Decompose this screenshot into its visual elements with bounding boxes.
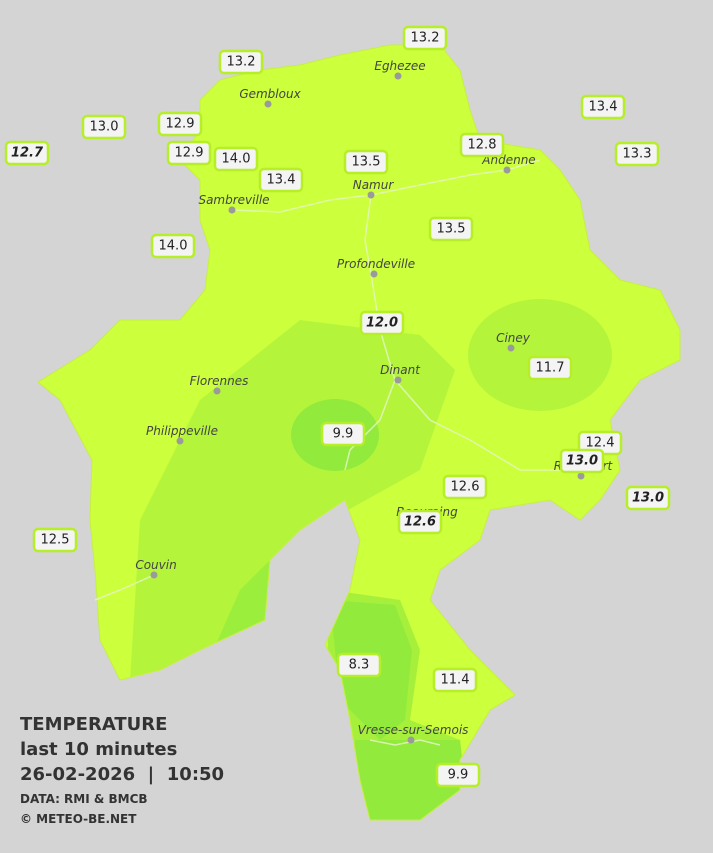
legend: TEMPERATURE last 10 minutes 26-02-2026 |… xyxy=(20,714,224,826)
station-value: 9.9 xyxy=(448,768,469,783)
station-box xyxy=(614,141,660,167)
station-box xyxy=(428,216,474,242)
legend-copyright: © METEO-BE.NET xyxy=(20,812,137,826)
station-value: 12.9 xyxy=(175,146,204,161)
station-box xyxy=(559,448,605,474)
city-dot xyxy=(407,736,415,744)
station-value: 13.5 xyxy=(352,155,381,170)
station-box xyxy=(442,474,488,500)
station-value: 12.6 xyxy=(451,480,480,495)
city-dot xyxy=(213,387,221,395)
city-dot xyxy=(264,100,272,108)
station-value: 11.7 xyxy=(536,361,565,376)
station-value: 12.9 xyxy=(166,117,195,132)
city-dot xyxy=(394,376,402,384)
station-value: 13.0 xyxy=(632,491,664,506)
station-box xyxy=(625,485,671,511)
station-value: 14.0 xyxy=(159,239,188,254)
station-box xyxy=(343,149,389,175)
station-value: 13.2 xyxy=(227,55,256,70)
city-dot xyxy=(503,166,511,174)
station-value: 13.4 xyxy=(267,173,296,188)
city-dot xyxy=(577,472,585,480)
station-value: 13.0 xyxy=(566,454,598,469)
legend-period: last 10 minutes xyxy=(20,739,177,760)
station-value: 13.4 xyxy=(589,100,618,115)
city-label: Profondeville xyxy=(337,257,415,271)
city-label: Florennes xyxy=(190,374,249,388)
station-box xyxy=(32,527,78,553)
station-value: 12.8 xyxy=(468,138,497,153)
legend-source: DATA: RMI & BMCB xyxy=(20,792,148,806)
city-dot xyxy=(150,571,158,579)
city-label: Ciney xyxy=(496,331,531,345)
station-value: 9.9 xyxy=(333,427,354,442)
station-box xyxy=(258,167,304,193)
station-box xyxy=(166,140,212,166)
station-box xyxy=(432,667,478,693)
station-box xyxy=(336,652,382,678)
city-dot xyxy=(367,191,375,199)
city-label: Gembloux xyxy=(239,87,301,101)
station-box xyxy=(4,140,50,166)
station-value: 13.2 xyxy=(411,31,440,46)
legend-datetime: 26-02-2026 | 10:50 xyxy=(20,764,224,785)
station-value: 12.7 xyxy=(11,146,44,161)
city-dot xyxy=(507,344,515,352)
station-box xyxy=(150,233,196,259)
station-box xyxy=(402,25,448,51)
legend-title: TEMPERATURE xyxy=(20,714,167,735)
city-dot xyxy=(394,72,402,80)
station-box xyxy=(320,421,366,447)
city-dot xyxy=(176,437,184,445)
station-box xyxy=(359,310,405,336)
station-box xyxy=(527,355,573,381)
station-value: 14.0 xyxy=(222,152,251,167)
city-label: Namur xyxy=(353,178,395,192)
city-label: Sambreville xyxy=(198,193,269,207)
station-box xyxy=(81,114,127,140)
station-value: 13.0 xyxy=(90,120,119,135)
city-dot xyxy=(370,270,378,278)
station-value: 12.4 xyxy=(586,436,615,451)
city-label: Eghezee xyxy=(374,59,425,73)
station-value: 11.4 xyxy=(441,673,470,688)
station-box xyxy=(435,762,481,788)
station-value: 12.0 xyxy=(366,316,398,331)
city-label: Couvin xyxy=(135,558,176,572)
station-value: 12.5 xyxy=(41,533,70,548)
city-label: Vresse-sur-Semois xyxy=(358,723,469,737)
station-value: 13.3 xyxy=(623,147,652,162)
city-dot xyxy=(228,206,236,214)
station-value: 8.3 xyxy=(349,658,370,673)
station-value: 13.5 xyxy=(437,222,466,237)
city-label: Dinant xyxy=(380,363,421,377)
station-box xyxy=(218,49,264,75)
station-box xyxy=(157,111,203,137)
station-box xyxy=(397,509,443,535)
station-value: 12.6 xyxy=(404,515,436,530)
city-label: Philippeville xyxy=(146,424,218,438)
station-box xyxy=(580,94,626,120)
station-box xyxy=(213,146,259,172)
station-box xyxy=(459,132,505,158)
